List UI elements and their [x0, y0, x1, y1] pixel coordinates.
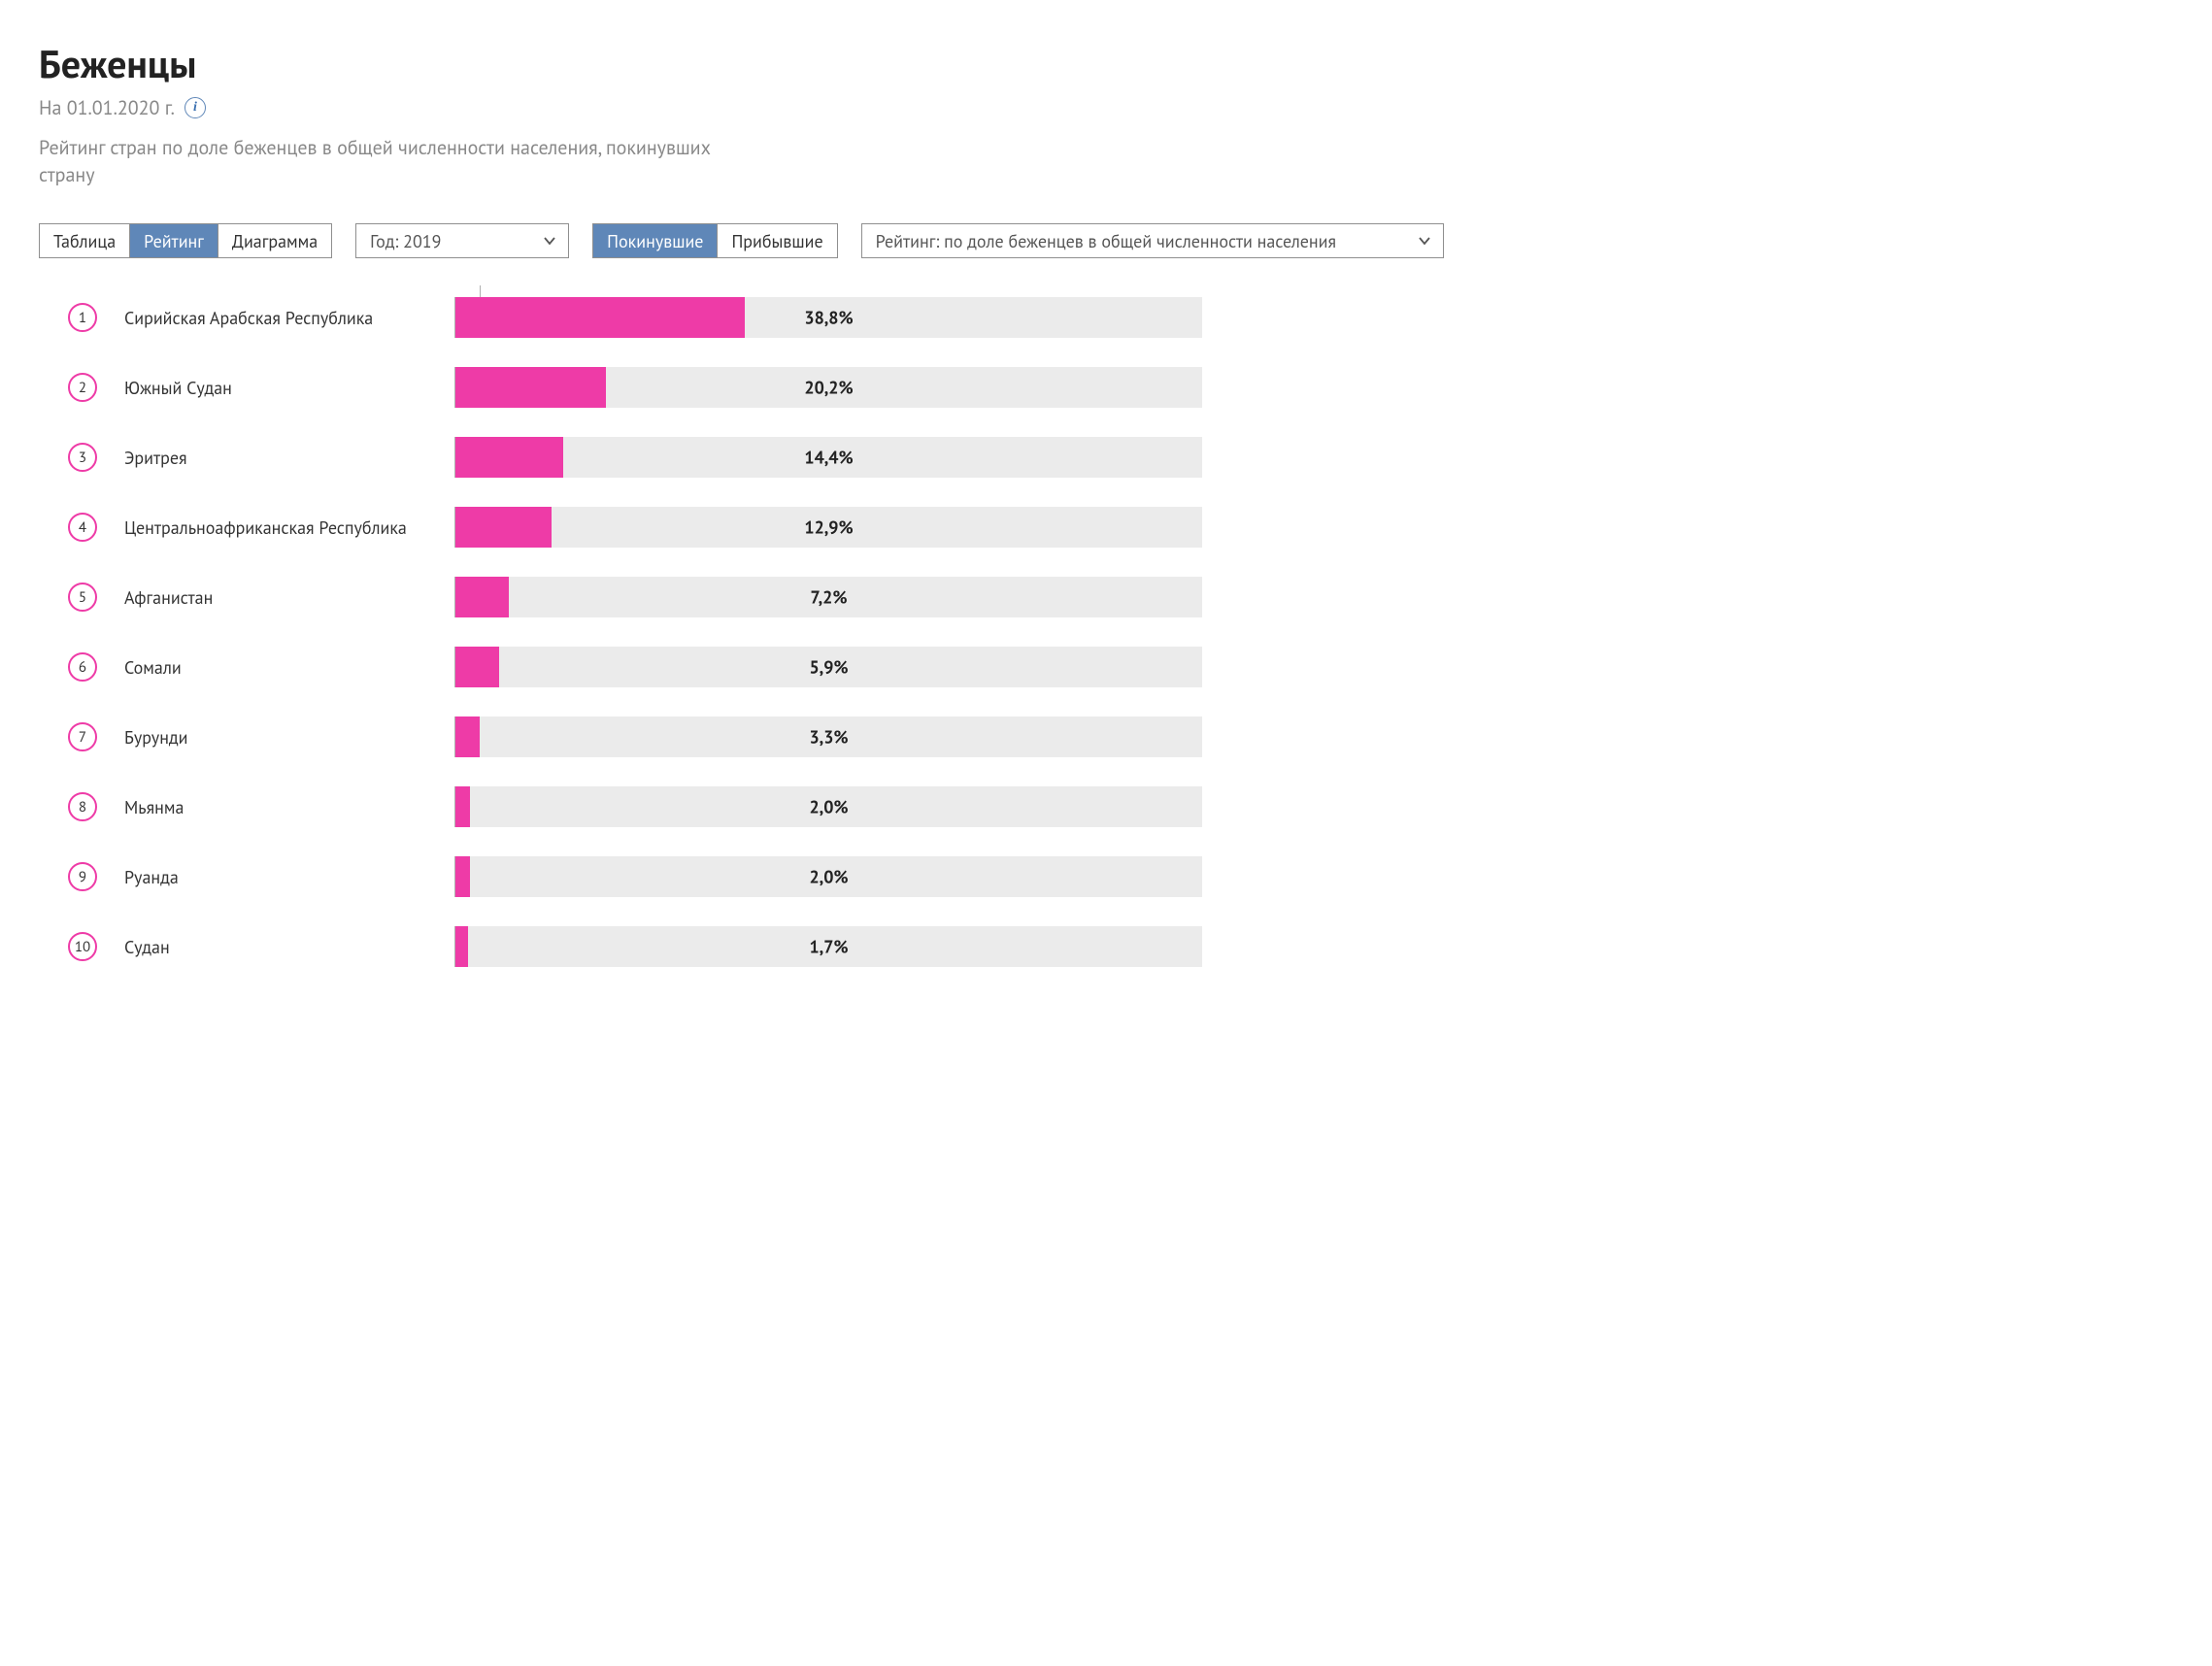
chart-row: 8 Мьянма 2,0% [39, 786, 2173, 827]
bar-track: 2,0% [454, 856, 1202, 897]
bar-fill [455, 786, 470, 827]
bar-track: 38,8% [454, 297, 1202, 338]
year-select[interactable]: Год: 2019 [355, 223, 569, 258]
country-label: Центральноафриканская Республика [124, 516, 454, 539]
bar-track: 2,0% [454, 786, 1202, 827]
rank-badge: 7 [68, 722, 97, 751]
bar-fill [455, 437, 563, 478]
bar-value: 1,7% [809, 936, 848, 958]
country-label: Судан [124, 936, 454, 958]
chevron-down-icon [1418, 234, 1431, 248]
bar-fill [455, 647, 499, 687]
bar-value: 7,2% [811, 586, 848, 609]
bar-value: 38,8% [804, 307, 853, 329]
metric-select-label: Рейтинг: по доле беженцев в общей числен… [876, 230, 1336, 252]
rank-badge: 9 [68, 862, 97, 891]
bar-value: 20,2% [804, 377, 853, 399]
direction-tabs: ПокинувшиеПрибывшие [592, 223, 837, 258]
chart-row: 1 Сирийская Арабская Республика 38,8% [39, 297, 2173, 338]
country-label: Эритрея [124, 447, 454, 469]
chart-rows: 1 Сирийская Арабская Республика 38,8% 2 Южны… [39, 297, 2173, 967]
chart-row: 6 Сомали 5,9% [39, 647, 2173, 687]
bar-value: 2,0% [809, 866, 848, 888]
chart-row: 5 Афганистан 7,2% [39, 577, 2173, 617]
bar-fill [455, 716, 480, 757]
axis-tick [480, 285, 2173, 297]
chart-row: 2 Южный Судан 20,2% [39, 367, 2173, 408]
chevron-down-icon [543, 234, 556, 248]
subtitle-row: На 01.01.2020 г. i [39, 95, 2173, 120]
bar-track: 12,9% [454, 507, 1202, 548]
chart-row: 7 Бурунди 3,3% [39, 716, 2173, 757]
bar-track: 3,3% [454, 716, 1202, 757]
chart-row: 9 Руанда 2,0% [39, 856, 2173, 897]
chart-row: 10 Судан 1,7% [39, 926, 2173, 967]
view-tabs: ТаблицаРейтингДиаграмма [39, 223, 332, 258]
rank-badge: 2 [68, 373, 97, 402]
country-label: Бурунди [124, 726, 454, 749]
country-label: Мьянма [124, 796, 454, 818]
bar-value: 12,9% [804, 516, 853, 539]
bar-fill [455, 577, 509, 617]
ranking-chart: 1 Сирийская Арабская Республика 38,8% 2 Южны… [39, 285, 2173, 967]
metric-select[interactable]: Рейтинг: по доле беженцев в общей числен… [861, 223, 1444, 258]
rank-badge: 5 [68, 583, 97, 612]
rank-badge: 4 [68, 513, 97, 542]
bar-track: 1,7% [454, 926, 1202, 967]
country-label: Южный Судан [124, 377, 454, 399]
rank-badge: 8 [68, 792, 97, 821]
direction-tab-1[interactable]: Прибывшие [717, 224, 836, 257]
controls-row: ТаблицаРейтингДиаграмма Год: 2019 Покину… [39, 223, 2173, 258]
country-label: Афганистан [124, 586, 454, 609]
rank-badge: 6 [68, 652, 97, 682]
rank-badge: 3 [68, 443, 97, 472]
as-of-date: На 01.01.2020 г. [39, 95, 175, 120]
bar-value: 5,9% [809, 656, 848, 679]
bar-fill [455, 367, 606, 408]
bar-track: 7,2% [454, 577, 1202, 617]
bar-value: 3,3% [809, 726, 848, 749]
view-tab-1[interactable]: Рейтинг [129, 224, 218, 257]
bar-track: 14,4% [454, 437, 1202, 478]
bar-value: 14,4% [804, 447, 853, 469]
bar-fill [455, 297, 745, 338]
direction-tab-0[interactable]: Покинувшие [593, 224, 717, 257]
bar-value: 2,0% [809, 796, 848, 818]
bar-fill [455, 926, 468, 967]
rank-badge: 1 [68, 303, 97, 332]
bar-fill [455, 856, 470, 897]
country-label: Сирийская Арабская Республика [124, 307, 454, 329]
view-tab-0[interactable]: Таблица [40, 224, 129, 257]
country-label: Руанда [124, 866, 454, 888]
info-icon[interactable]: i [184, 97, 206, 118]
country-label: Сомали [124, 656, 454, 679]
view-tab-2[interactable]: Диаграмма [218, 224, 331, 257]
year-select-label: Год: 2019 [370, 230, 441, 252]
bar-track: 5,9% [454, 647, 1202, 687]
description: Рейтинг стран по доле беженцев в общей ч… [39, 134, 738, 188]
bar-track: 20,2% [454, 367, 1202, 408]
chart-row: 3 Эритрея 14,4% [39, 437, 2173, 478]
bar-fill [455, 507, 552, 548]
chart-row: 4 Центральноафриканская Республика 12,9% [39, 507, 2173, 548]
rank-badge: 10 [68, 932, 97, 961]
page-title: Беженцы [39, 39, 2173, 89]
